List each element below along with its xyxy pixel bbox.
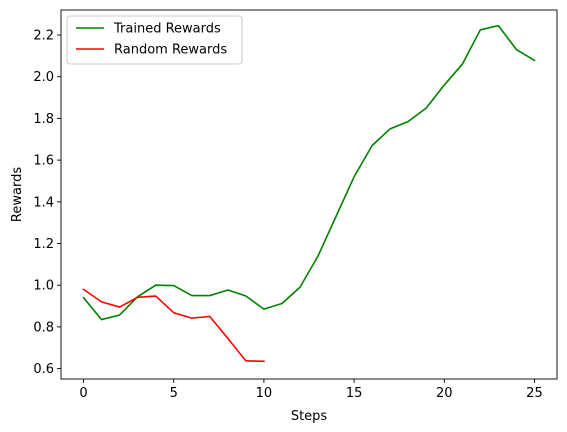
series-line-0 [84, 26, 535, 320]
y-tick-label: 2.2 [33, 29, 54, 44]
y-tick-label: 1.0 [33, 279, 54, 294]
y-tick-label: 0.6 [33, 362, 54, 377]
x-tick-label: 5 [170, 386, 178, 401]
x-tick-label: 15 [346, 386, 363, 401]
y-axis-label: Rewards [10, 167, 25, 222]
axes: 0 5 10 15 20 25 0.6 0.8 1.0 1.2 1.4 1.6 1.8 2.0 2.2 Ste… [10, 10, 557, 424]
x-tick-label: 10 [256, 386, 273, 401]
legend-label: Random Rewards [114, 43, 227, 58]
x-tick-label: 20 [436, 386, 453, 401]
series-line-1 [84, 289, 264, 361]
axes-frame [61, 10, 557, 379]
y-tick-label: 2.0 [33, 70, 54, 85]
y-tick-label: 1.6 [33, 154, 54, 169]
y-tick-label: 0.8 [33, 320, 54, 335]
y-tick-label: 1.2 [33, 237, 54, 252]
plot-area [84, 26, 535, 362]
x-axis-label: Steps [291, 409, 328, 424]
y-tick-label: 1.4 [33, 195, 54, 210]
legend: Trained Rewards Random Rewards [67, 16, 242, 64]
x-tick-label: 25 [526, 386, 543, 401]
y-tick-label: 1.8 [33, 112, 54, 127]
x-tick-label: 0 [79, 386, 87, 401]
legend-label: Trained Rewards [113, 22, 221, 37]
